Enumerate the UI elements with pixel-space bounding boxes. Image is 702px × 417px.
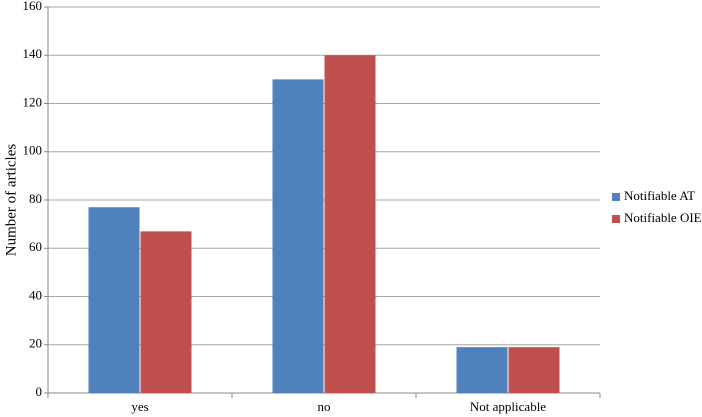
legend-label: Notifiable AT xyxy=(624,188,695,203)
x-tick-label: no xyxy=(318,399,331,414)
bar xyxy=(140,231,192,393)
legend-label: Notifiable OIE xyxy=(624,210,702,225)
legend-swatch xyxy=(612,215,620,223)
y-tick-label: 40 xyxy=(29,287,42,302)
y-tick-label: 60 xyxy=(29,239,42,254)
x-tick-label: yes xyxy=(131,399,148,414)
bar xyxy=(324,55,376,393)
y-tick-label: 160 xyxy=(23,0,43,13)
bar xyxy=(272,79,324,393)
legend-swatch xyxy=(612,193,620,201)
x-tick-label: Not applicable xyxy=(470,399,546,414)
y-tick-label: 140 xyxy=(23,46,43,61)
y-tick-label: 120 xyxy=(23,94,43,109)
y-tick-label: 100 xyxy=(23,143,43,158)
bar xyxy=(508,347,560,393)
y-tick-label: 20 xyxy=(29,336,42,351)
y-tick-label: 0 xyxy=(36,384,43,399)
y-axis-label: Number of articles xyxy=(3,144,19,257)
bar xyxy=(88,207,140,393)
bar xyxy=(456,347,508,393)
y-tick-label: 80 xyxy=(29,191,42,206)
